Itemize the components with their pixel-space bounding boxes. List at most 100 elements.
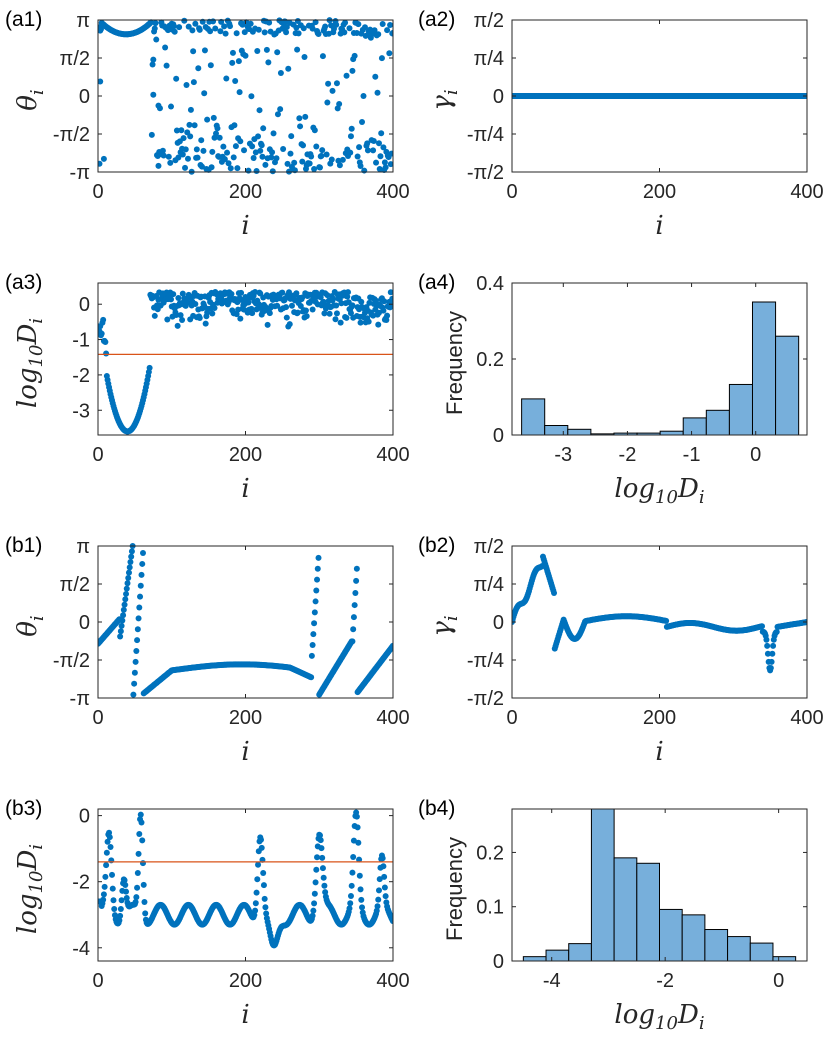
data-point <box>375 896 382 903</box>
data-point <box>374 903 381 910</box>
data-point <box>262 904 269 911</box>
data-point <box>297 123 304 130</box>
data-point <box>370 147 377 154</box>
data-point <box>253 168 260 175</box>
data-point <box>316 164 323 171</box>
data-point <box>164 316 171 323</box>
panel-a3: (a3) 0 200 400 -3 -2 -1 0 i log10Di <box>5 271 410 504</box>
x-tick-label: -2 <box>619 444 637 466</box>
data-point <box>318 152 325 159</box>
data-point <box>146 364 153 371</box>
data-point <box>315 30 322 37</box>
data-point <box>100 316 107 323</box>
data-point <box>150 56 157 63</box>
data-point <box>367 26 374 33</box>
data-point <box>201 90 208 97</box>
data-point <box>350 854 357 861</box>
data-point <box>270 130 277 137</box>
data-point <box>181 17 188 24</box>
y-tick-label: 0.4 <box>476 273 504 295</box>
data-point <box>103 849 110 856</box>
data-point <box>249 310 256 317</box>
data-point <box>294 17 301 24</box>
data-point <box>336 162 343 169</box>
panel-a2: (a2) 0 200 400 -π/2 -π/4 0 π/4 π/2 i γi <box>418 8 824 241</box>
data-point <box>384 27 391 34</box>
data-point <box>257 147 264 154</box>
data-point <box>192 20 199 27</box>
x-tick-label: 400 <box>790 181 823 203</box>
data-point <box>312 19 319 26</box>
data-point <box>132 899 139 906</box>
data-point <box>350 614 357 621</box>
data-point <box>274 302 281 309</box>
data-point <box>283 314 290 321</box>
data-point <box>390 29 393 36</box>
data-point <box>357 886 364 893</box>
data-point <box>349 638 356 645</box>
y-tick-label: 0.2 <box>476 349 504 371</box>
data-point <box>314 854 321 861</box>
data-point <box>332 316 339 323</box>
axes-box <box>97 545 394 699</box>
data-point <box>319 854 326 861</box>
data-point <box>268 154 275 161</box>
data-point <box>357 163 364 170</box>
data-point <box>314 565 321 572</box>
y-axis-label: γi <box>427 89 462 110</box>
data-point <box>100 155 107 162</box>
series-points <box>98 17 393 175</box>
data-point <box>551 589 558 596</box>
data-point <box>204 116 211 123</box>
x-tick-label: 0 <box>92 444 103 466</box>
y-tick-label: 0 <box>79 294 90 316</box>
data-point <box>759 623 766 630</box>
data-point <box>296 115 303 122</box>
data-point <box>184 299 191 306</box>
data-point <box>387 161 393 168</box>
data-point <box>109 885 116 892</box>
data-point <box>314 576 321 583</box>
data-point <box>306 160 313 167</box>
data-point <box>379 20 386 27</box>
data-point <box>187 106 194 113</box>
data-point <box>348 882 355 889</box>
y-tick-label: -4 <box>72 938 90 960</box>
histogram-bar <box>544 425 569 436</box>
data-point <box>98 160 103 167</box>
data-point <box>312 879 319 886</box>
data-point <box>159 147 166 154</box>
histogram-bar <box>728 383 753 436</box>
data-point <box>224 149 231 156</box>
data-point <box>152 20 159 27</box>
data-point <box>355 839 362 846</box>
data-point <box>225 160 232 167</box>
data-point <box>173 127 180 134</box>
histogram-bar <box>590 808 615 962</box>
x-axis-label: i <box>241 737 249 767</box>
x-tick-label: 400 <box>376 444 409 466</box>
data-point <box>352 589 359 596</box>
data-point <box>209 310 216 317</box>
data-point <box>100 896 107 903</box>
x-tick-label: -1 <box>683 444 701 466</box>
data-point <box>242 52 249 59</box>
data-point <box>274 49 281 56</box>
data-point <box>321 882 328 889</box>
data-point <box>388 150 393 157</box>
data-point <box>118 622 125 629</box>
data-point <box>769 650 776 657</box>
histogram-bar <box>749 942 774 962</box>
data-point <box>309 25 316 32</box>
histogram-bar <box>772 956 797 962</box>
data-point <box>376 876 383 883</box>
data-point <box>347 133 354 140</box>
data-point <box>382 164 389 171</box>
data-point <box>117 628 124 635</box>
data-point <box>116 917 123 924</box>
data-point <box>136 604 143 611</box>
data-point <box>333 80 340 87</box>
data-point <box>170 23 177 30</box>
data-point <box>284 160 291 167</box>
data-point <box>170 291 177 298</box>
